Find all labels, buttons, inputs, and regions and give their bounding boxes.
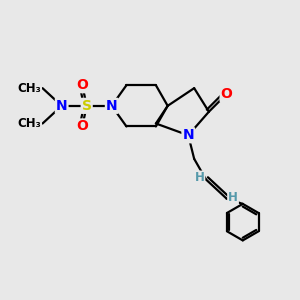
Text: N: N [182, 128, 194, 142]
Text: H: H [194, 172, 204, 184]
Text: CH₃: CH₃ [17, 117, 41, 130]
Text: CH₃: CH₃ [17, 82, 41, 95]
Text: O: O [76, 78, 88, 92]
Text: N: N [56, 99, 68, 113]
Text: S: S [82, 99, 92, 113]
Text: N: N [106, 99, 118, 113]
Text: O: O [76, 119, 88, 134]
Text: O: O [220, 87, 232, 101]
Text: H: H [228, 190, 238, 204]
